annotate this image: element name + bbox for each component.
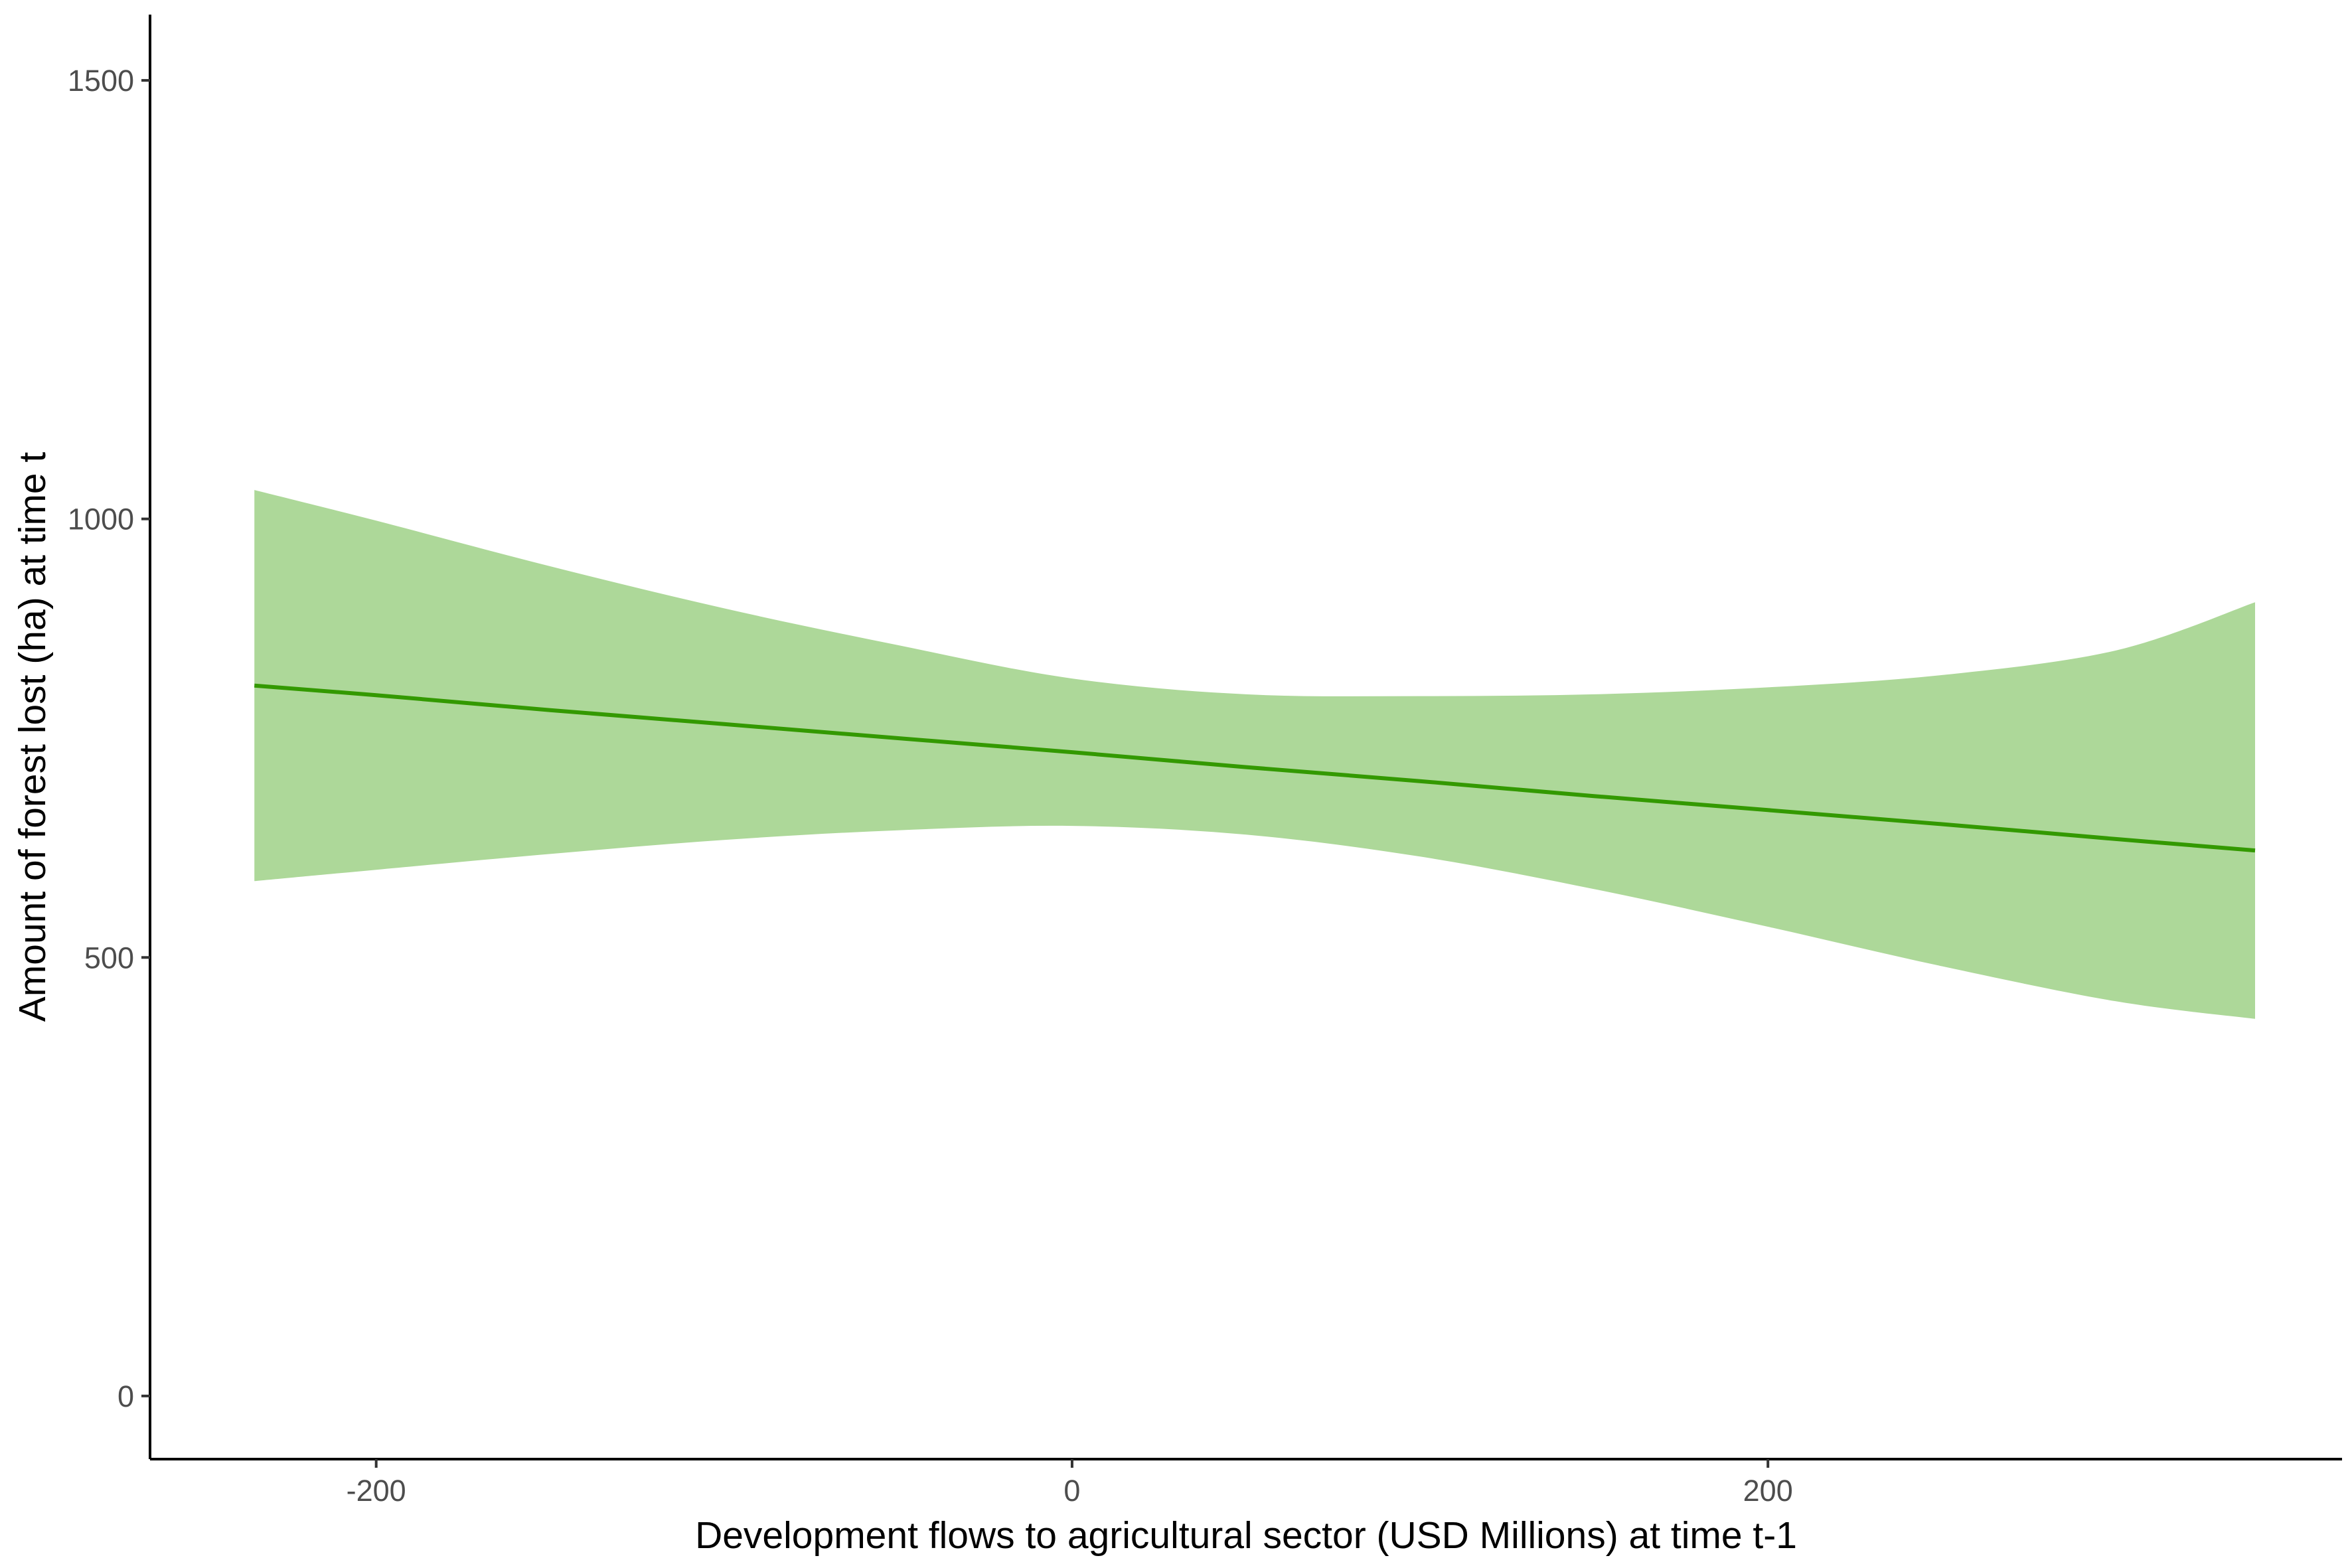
x-tick-label: -200 <box>347 1474 406 1508</box>
x-tick-label: 0 <box>1063 1474 1080 1508</box>
axes-layer <box>149 15 2342 1460</box>
x-tick-label: 200 <box>1743 1474 1793 1508</box>
y-tick-label: 1500 <box>68 64 134 98</box>
y-axis-title: Amount of forest lost (ha) at time t <box>11 452 54 1022</box>
confidence-band-layer <box>254 490 2256 1019</box>
fit-line-layer <box>254 683 2256 853</box>
x-ticks-layer: -200 0 200 <box>347 1459 1793 1508</box>
x-axis-title: Development flows to agricultural sector… <box>695 1514 1797 1557</box>
confidence-band <box>254 490 2256 1019</box>
y-tick-label: 1000 <box>68 503 134 536</box>
y-tick-label: 0 <box>118 1379 134 1413</box>
fit-line <box>254 683 2256 853</box>
y-tick-label: 500 <box>84 941 134 975</box>
y-ticks-layer: 0 500 1000 1500 <box>68 64 150 1413</box>
